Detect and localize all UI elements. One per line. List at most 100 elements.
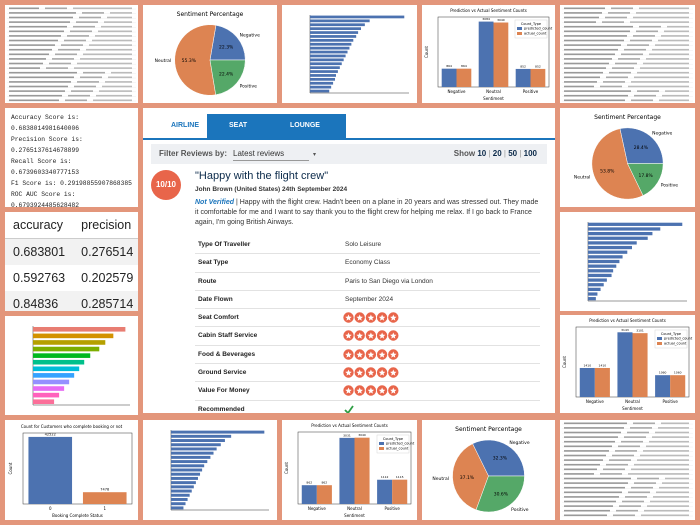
show-option[interactable]: 50 (508, 149, 518, 158)
check-icon (344, 405, 354, 413)
slice-label: Neutral (155, 58, 172, 64)
sheet-text (639, 25, 661, 28)
filter-bar: Filter Reviews by: Latest reviews ▾ Show 1… (151, 144, 547, 164)
sheet-text (564, 436, 618, 438)
sheet-text (564, 94, 628, 97)
sheet-text (101, 25, 132, 28)
metric-line: Recall Score is: 0.6739603340777153 (11, 158, 80, 176)
sheet-text (9, 90, 65, 92)
sheet-text (611, 7, 633, 10)
sheet-text (55, 53, 77, 56)
bar (310, 70, 338, 73)
sheet-text (665, 477, 689, 480)
x-label: Sentiment (622, 406, 643, 411)
star-icon (345, 351, 352, 358)
bar-value: 1112 (381, 475, 389, 479)
chart-tile (5, 316, 138, 415)
x-tick-label: Neutral (347, 506, 362, 511)
x-tick-label: Negative (448, 89, 466, 94)
bar (171, 434, 232, 438)
sheet-text (49, 62, 71, 65)
show-option[interactable]: 100 (523, 149, 537, 158)
bar (441, 68, 457, 87)
filter-select[interactable]: Latest reviews (233, 148, 310, 161)
x-label: Sentiment (483, 96, 504, 101)
bar-value: 7478 (100, 488, 109, 492)
chart-tile: Prediction vs Actual Sentiment Counts Cou… (422, 5, 555, 103)
star-icon (390, 332, 397, 340)
chart-tile: Prediction vs Actual Sentiment Counts Cou… (282, 420, 417, 520)
review-title: "Happy with the flight crew" (195, 170, 329, 182)
chart-title: Prediction vs Actual Sentiment Counts (589, 318, 666, 323)
bar (354, 437, 370, 504)
tab[interactable]: AIRLINE (171, 122, 199, 129)
bar (33, 399, 55, 405)
tab[interactable]: SEAT (207, 114, 269, 138)
slice-value: 22.4% (219, 72, 234, 78)
sheet-text (564, 21, 596, 23)
bar-value: 1060 (674, 371, 682, 375)
sheet-text (71, 90, 93, 92)
separator: | (517, 149, 524, 158)
sheet-text (564, 445, 612, 448)
slice-value: 28.4% (634, 145, 649, 151)
legend-label: predicted_count (386, 442, 415, 446)
rating-label: Ground Service (198, 369, 247, 377)
bar (594, 367, 610, 397)
detail-label: Type Of Traveller (198, 241, 251, 248)
bar (301, 485, 317, 504)
chart: Count for Customers who complete booking… (8, 424, 133, 518)
sheet-text (659, 486, 689, 489)
show-option[interactable]: 20 (492, 149, 502, 158)
bar (310, 31, 359, 34)
bar (310, 23, 365, 27)
bar-value: 1410 (583, 363, 591, 367)
bar (478, 21, 494, 87)
show-option[interactable]: 10 (477, 149, 487, 158)
sheet-text (655, 431, 689, 434)
review-text: Not Verified | Happy with the flight cre… (195, 198, 540, 228)
bar (33, 333, 114, 339)
star-icon (367, 314, 375, 321)
bar (33, 326, 126, 332)
legend-label: actual_count (664, 342, 687, 346)
sheet-text (564, 496, 619, 498)
bar (33, 392, 60, 398)
bar (588, 241, 637, 245)
bar (588, 227, 661, 231)
bar (588, 297, 596, 301)
tab[interactable]: LOUNGE (268, 114, 346, 138)
sheet-text (634, 463, 689, 466)
spreadsheet (5, 5, 138, 103)
sheet-text (9, 48, 52, 51)
bar (310, 35, 357, 38)
sheet-text (600, 473, 622, 475)
bar (617, 332, 633, 397)
sheet-text (634, 76, 689, 79)
review-body: | Happy with the flight crew. Hadn't bee… (195, 199, 539, 226)
sheet-text (9, 94, 62, 97)
star-icon (390, 351, 397, 358)
sheet-text (605, 16, 627, 19)
sheet-text (67, 35, 89, 37)
rating-row: Food & Beverages (195, 346, 540, 365)
star-icon (345, 369, 352, 376)
bar-value: 3040 (497, 18, 505, 22)
star-icon (367, 369, 375, 376)
sheet-text (108, 76, 132, 79)
sheet-lines (562, 422, 693, 517)
bar (310, 54, 346, 58)
sheet-text (636, 12, 689, 14)
sheet-text (107, 16, 132, 19)
bar-value: 864 (446, 64, 452, 68)
bar (171, 489, 192, 493)
sheet-text (649, 440, 689, 443)
sheet-text (644, 509, 689, 512)
legend-swatch (517, 32, 522, 35)
sheet-text (641, 514, 689, 517)
bar-value: 1410 (599, 363, 607, 367)
bar-value: 862 (306, 481, 312, 485)
legend-box (654, 329, 688, 349)
sheet-text (628, 473, 689, 475)
star-icon (345, 314, 352, 321)
